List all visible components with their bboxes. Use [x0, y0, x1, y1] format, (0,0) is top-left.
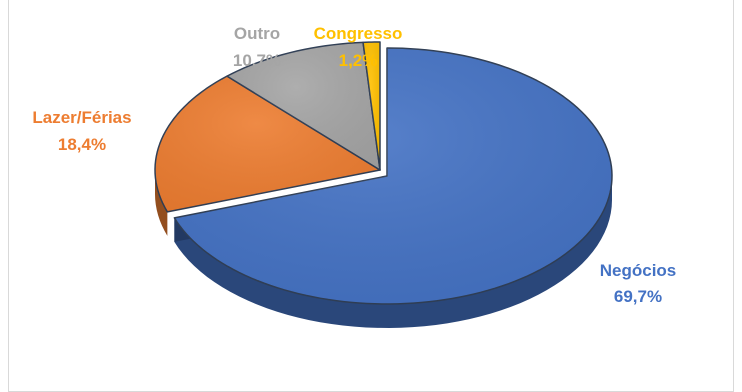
- label-category-lazer-f-rias: Lazer/Férias: [32, 108, 131, 127]
- label-value-neg-cios: 69,7%: [614, 287, 662, 306]
- pie-slice-highlight-1: [155, 76, 380, 212]
- label-value-congresso: 1,2%: [339, 51, 378, 70]
- label-category-neg-cios: Negócios: [600, 261, 677, 280]
- pie-slice-highlight-2: [227, 42, 380, 170]
- label-category-outro: Outro: [234, 24, 280, 43]
- label-value-lazer-f-rias: 18,4%: [58, 135, 106, 154]
- pie-slice-side-1: [155, 170, 168, 236]
- pie-slice-highlight-0: [174, 48, 612, 304]
- label-category-congresso: Congresso: [314, 24, 403, 43]
- pie-slice-highlight-3: [363, 42, 380, 170]
- label-value-outro: 10,7%: [233, 51, 281, 70]
